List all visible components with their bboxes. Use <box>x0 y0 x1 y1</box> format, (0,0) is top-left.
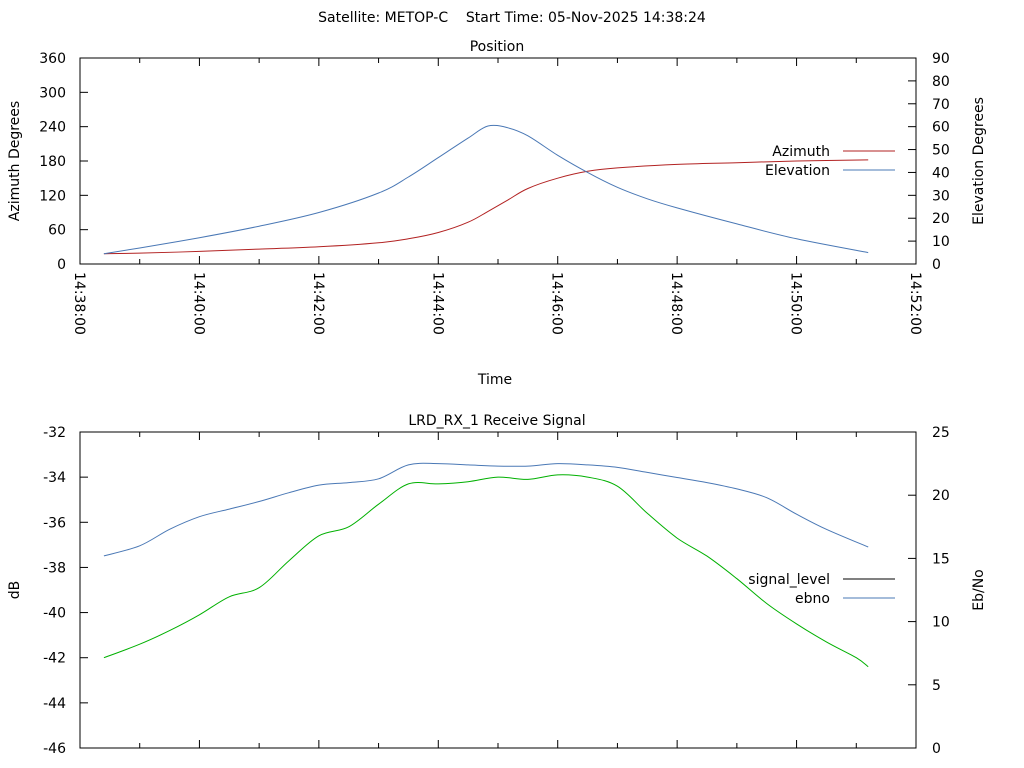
signal-axes: -32 -34 -36 -38 -40 -42 -44 -46 0 5 10 15 20 25 <box>43 425 950 757</box>
x-tick-label: 14:46:00 <box>549 272 565 335</box>
x-tick-label: 14:44:00 <box>429 272 445 335</box>
y2-tick-label: 25 <box>932 425 950 441</box>
signal-series <box>103 462 869 668</box>
x-tick-label: 14:38:00 <box>71 272 87 335</box>
position-legend: Azimuth Elevation <box>765 144 895 179</box>
y-tick-label: -40 <box>43 606 66 622</box>
x-tick-label: 14:52:00 <box>907 272 923 335</box>
signal-chart: LRD_RX_1 Receive Signal -32-34-36-38-40-… <box>7 413 987 757</box>
x-tick-label: 14:48:00 <box>668 272 684 335</box>
series-line-elevation <box>103 124 869 255</box>
y-tick-label: -34 <box>43 470 66 486</box>
y-tick-label: 0 <box>57 257 66 273</box>
y-tick-label: 240 <box>39 120 66 136</box>
y2-tick-label: 30 <box>932 188 950 204</box>
y2-tick-label: 0 <box>932 741 941 757</box>
y-tick-label: -38 <box>43 560 66 576</box>
chart-header-title: Satellite: METOP-C Start Time: 05-Nov-20… <box>318 10 706 26</box>
y-tick-label: 60 <box>48 223 66 239</box>
legend-label-azimuth: Azimuth <box>772 144 830 160</box>
position-y2-axis-label: Elevation Degrees <box>971 97 987 225</box>
signal-y2-axis-label: Eb/No <box>971 569 987 611</box>
y-tick-label: 300 <box>39 85 66 101</box>
y2-tick-label: 70 <box>932 97 950 113</box>
y-tick-label: -44 <box>43 696 66 712</box>
y2-tick-label: 50 <box>932 143 950 159</box>
series-line-signal-trace <box>103 474 869 668</box>
legend-label-signal-level: signal_level <box>748 572 830 588</box>
y2-tick-label: 10 <box>932 615 950 631</box>
y2-tick-label: 20 <box>932 488 950 504</box>
y-tick-label: -46 <box>43 741 66 757</box>
y2-tick-label: 20 <box>932 211 950 227</box>
signal-legend: signal_level ebno <box>748 572 895 607</box>
signal-chart-title: LRD_RX_1 Receive Signal <box>408 413 585 429</box>
y-tick-label: -32 <box>43 425 66 441</box>
position-series <box>103 124 869 255</box>
y2-tick-label: 40 <box>932 165 950 181</box>
y2-tick-label: 80 <box>932 74 950 90</box>
y2-tick-label: 10 <box>932 234 950 250</box>
y-tick-label: 360 <box>39 51 66 67</box>
x-tick-label: 14:40:00 <box>190 272 206 335</box>
position-axes: 14:38:00 14:40:00 14:42:00 14:44:00 14:46:00… <box>39 51 950 335</box>
series-line-ebno <box>103 462 869 557</box>
y2-tick-label: 60 <box>932 120 950 136</box>
position-chart: Position 14:38:00 14:40:00 14:42:00 14:44:0… <box>7 39 987 388</box>
y-tick-label: 180 <box>39 154 66 170</box>
y2-tick-label: 0 <box>932 257 941 273</box>
x-tick-label: 14:50:00 <box>788 272 804 335</box>
y-tick-label: 120 <box>39 188 66 204</box>
position-chart-title: Position <box>470 39 525 55</box>
y2-tick-label: 90 <box>932 51 950 67</box>
position-y-axis-label: Azimuth Degrees <box>7 101 23 221</box>
signal-y-axis-label: dB <box>7 581 23 600</box>
y2-tick-label: 15 <box>932 551 950 567</box>
signal-plot-frame <box>79 431 917 749</box>
y2-tick-label: 5 <box>932 678 941 694</box>
series-line-azimuth <box>103 159 869 255</box>
x-tick-label: 14:42:00 <box>310 272 326 335</box>
legend-label-ebno: ebno <box>795 591 830 607</box>
position-x-axis-label: Time <box>477 372 512 388</box>
y-tick-label: -42 <box>43 651 66 667</box>
y-tick-label: -36 <box>43 515 66 531</box>
legend-label-elevation: Elevation <box>765 163 830 179</box>
